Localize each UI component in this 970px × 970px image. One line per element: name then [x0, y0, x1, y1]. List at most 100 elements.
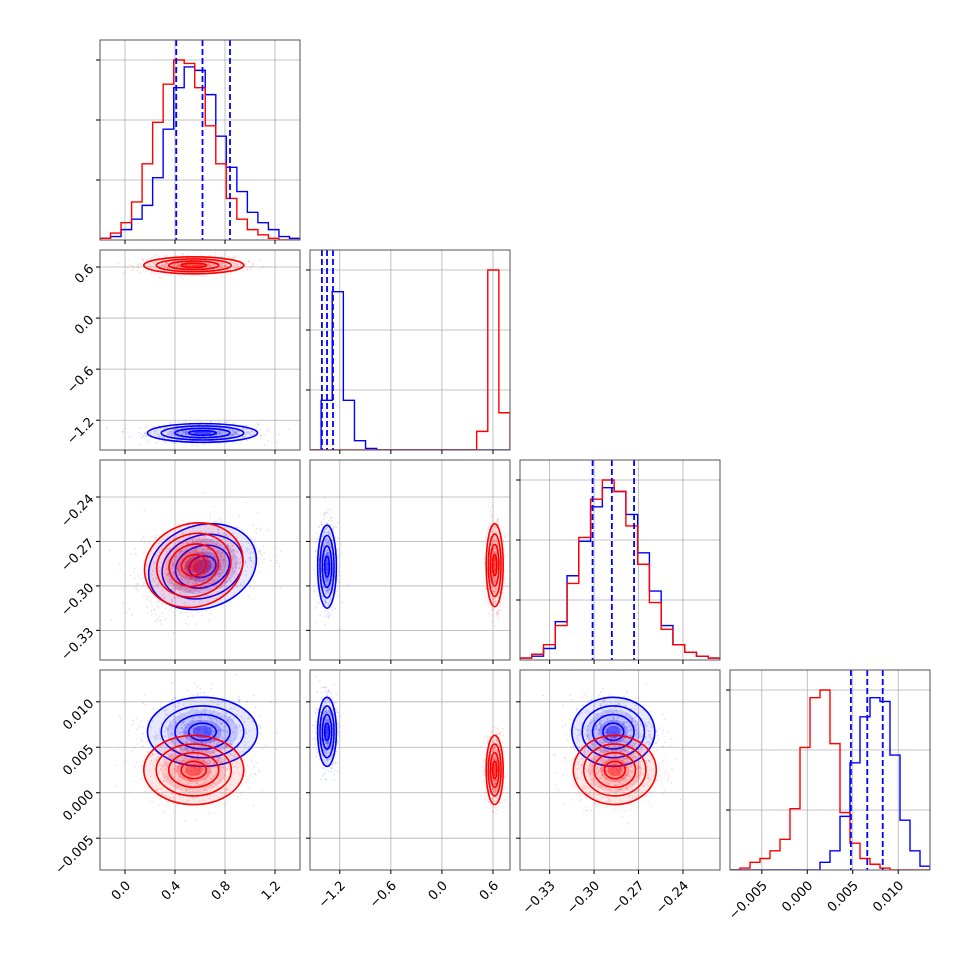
sample-point [218, 703, 221, 706]
sample-point [218, 575, 220, 578]
sample-point [171, 741, 174, 744]
sample-point [188, 264, 190, 267]
sample-point [142, 596, 145, 598]
sample-point [206, 732, 209, 734]
sample-point [207, 432, 210, 435]
sample-point [325, 553, 328, 556]
sample-point [165, 762, 167, 765]
sample-point [326, 522, 328, 525]
sample-point [326, 578, 329, 581]
sample-point [171, 600, 173, 603]
sample-point [208, 762, 210, 765]
sample-point [193, 732, 195, 735]
sample-point [122, 271, 124, 274]
sample-point [211, 719, 214, 722]
sample-point [324, 602, 327, 605]
sample-point [159, 733, 162, 736]
sample-point [494, 525, 497, 528]
sample-point [230, 261, 233, 264]
sample-point [208, 760, 211, 763]
sample-point [198, 773, 200, 775]
sample-point [158, 435, 161, 438]
sample-point [199, 432, 202, 435]
sample-point [159, 435, 162, 438]
sample-point [178, 702, 181, 705]
sample-point [247, 747, 250, 750]
sample-point [156, 738, 159, 741]
sample-point [170, 582, 173, 585]
sample-point [220, 558, 223, 561]
sample-point [192, 567, 195, 570]
sample-point [199, 559, 202, 562]
contour-line [160, 425, 245, 441]
sample-point [489, 509, 492, 512]
sample-point [316, 601, 319, 604]
sample-point [215, 542, 218, 544]
sample-point [185, 730, 187, 733]
sample-point [213, 505, 215, 508]
sample-point [175, 765, 177, 767]
sample-point [221, 253, 224, 256]
sample-point [196, 559, 198, 562]
histogram-panel [520, 460, 720, 660]
sample-point [206, 566, 209, 569]
sample-point [163, 575, 166, 578]
sample-point [154, 536, 157, 539]
sample-point [176, 596, 179, 599]
sample-point [186, 542, 188, 545]
sample-point [245, 574, 248, 577]
sample-point [192, 527, 194, 529]
sample-point [235, 262, 238, 265]
sample-point [194, 709, 196, 712]
sample-point [179, 586, 182, 589]
sample-point [236, 264, 238, 267]
sample-point [154, 561, 156, 564]
sample-point [329, 599, 332, 601]
sample-point [195, 623, 197, 626]
sample-point [193, 578, 196, 580]
sample-point [495, 539, 498, 542]
sample-point [494, 625, 497, 628]
sample-point [336, 575, 339, 578]
sample-point [118, 715, 121, 718]
sample-point [204, 729, 207, 732]
sample-point [222, 532, 225, 535]
sample-point [496, 589, 498, 591]
sample-point [237, 709, 239, 712]
sample-point [178, 588, 181, 591]
sample-point [181, 578, 184, 581]
sample-point [496, 518, 499, 521]
sample-point [493, 586, 496, 589]
sample-point [210, 265, 213, 267]
sample-point [177, 262, 180, 265]
sample-point [222, 739, 225, 741]
sample-point [128, 264, 131, 267]
sample-point [496, 541, 499, 544]
sample-point [220, 565, 223, 568]
sample-point [326, 549, 329, 551]
sample-point [197, 571, 200, 573]
sample-point [219, 427, 221, 429]
sample-point [163, 717, 166, 720]
sample-point [326, 578, 329, 581]
sample-point [233, 432, 236, 435]
sample-point [153, 430, 156, 433]
sample-point [244, 560, 247, 563]
sample-point [213, 581, 215, 584]
sample-point [199, 719, 202, 722]
sample-point [176, 583, 179, 586]
sample-point [491, 607, 494, 610]
sample-point [184, 611, 187, 614]
sample-point [223, 559, 226, 561]
sample-point [164, 712, 167, 715]
sample-point [236, 725, 239, 728]
sample-point [232, 754, 235, 757]
sample-point [206, 263, 209, 266]
sample-point [205, 538, 208, 540]
density-level [493, 557, 497, 573]
sample-point [142, 269, 145, 272]
sample-point [259, 552, 261, 555]
sample-point [213, 751, 215, 754]
sample-point [202, 708, 205, 711]
sample-point [209, 265, 212, 268]
